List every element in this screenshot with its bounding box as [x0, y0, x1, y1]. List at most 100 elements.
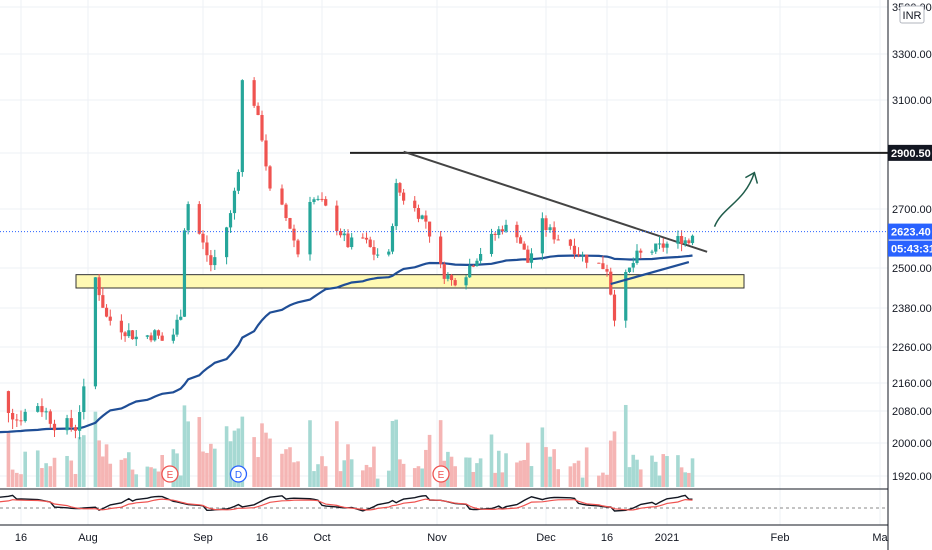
candle	[449, 273, 454, 286]
volume-bar	[308, 420, 312, 487]
resistance-price-tag: 2900.50	[888, 144, 932, 161]
candle	[420, 214, 424, 220]
volume-bar	[493, 472, 497, 487]
candle	[453, 278, 457, 287]
volume-bar	[108, 463, 113, 487]
volume-bar	[398, 459, 402, 487]
volume-bar	[420, 468, 424, 487]
y-tick-label: 1920.00	[892, 471, 932, 483]
volume-bar	[252, 437, 256, 487]
volume-bars	[6, 404, 695, 487]
currency-badge[interactable]: INR	[899, 5, 925, 24]
candle	[657, 236, 662, 250]
candle	[182, 228, 187, 317]
volume-bar	[424, 449, 428, 487]
x-tick-label: Sep	[193, 532, 213, 544]
candle	[73, 424, 78, 439]
volume-bar	[338, 471, 343, 487]
candle	[149, 332, 153, 343]
volume-bar	[312, 471, 316, 487]
volume-bar	[335, 421, 339, 487]
descending-trendline[interactable]	[403, 150, 708, 253]
volume-bar	[665, 456, 669, 487]
projection-arrow[interactable]	[713, 171, 759, 227]
volume-bar	[690, 458, 695, 487]
volume-bar	[683, 472, 688, 487]
candle	[552, 221, 556, 244]
volume-bar	[453, 466, 457, 487]
volume-bar	[19, 474, 23, 487]
volume-bar	[375, 478, 380, 487]
volume-bar	[323, 466, 328, 487]
volume-bar	[467, 457, 472, 487]
volume-bar	[178, 475, 183, 487]
volume-bar	[552, 449, 556, 487]
volume-bar	[182, 405, 187, 487]
volume-bar	[522, 459, 526, 487]
candle	[6, 390, 11, 423]
candle	[268, 165, 272, 191]
volume-bar	[605, 474, 609, 487]
candle	[518, 235, 523, 244]
volume-bar	[475, 463, 479, 487]
candle	[175, 314, 179, 337]
support-zone[interactable]	[75, 274, 745, 289]
volume-bar	[240, 416, 245, 487]
candle	[609, 267, 613, 296]
y-tick-label: 3300.00	[892, 49, 932, 61]
candle	[15, 413, 19, 428]
candle	[687, 238, 691, 245]
x-tick-label: 16	[601, 532, 613, 544]
volume-bar	[679, 467, 684, 487]
candle	[500, 225, 504, 235]
volume-bar	[296, 461, 300, 487]
candle	[493, 232, 497, 241]
x-tick-label: Dec	[536, 532, 556, 544]
x-tick-label: Aug	[78, 532, 98, 544]
volume-bar	[471, 471, 476, 487]
price-tags: 2900.50 2623.40 05:43:31	[888, 144, 932, 257]
event-marker: E	[432, 465, 450, 483]
volume-bar	[540, 427, 545, 487]
volume-bar	[73, 473, 78, 487]
volume-bar	[556, 469, 560, 487]
candle	[540, 212, 544, 261]
volume-bar	[390, 420, 395, 487]
x-axis: 16 Aug Sep 16 Oct Nov Dec 16 2021 Feb Ma	[15, 532, 889, 544]
candle	[661, 238, 665, 252]
candle	[201, 230, 205, 250]
candle	[284, 202, 288, 221]
volume-bar	[69, 460, 74, 487]
candle	[427, 221, 432, 243]
candle	[522, 241, 526, 250]
volume-bar	[496, 450, 501, 487]
last-price-tag: 2623.40	[888, 223, 932, 240]
candle	[52, 419, 57, 438]
rising-trendline[interactable]	[610, 261, 690, 286]
x-tick-label: 16	[15, 532, 27, 544]
volume-bar	[10, 469, 15, 487]
volume-bar	[209, 443, 213, 487]
candle	[205, 235, 209, 262]
y-tick-label: 2160.00	[892, 378, 932, 390]
volume-bar	[386, 470, 391, 487]
y-tick-label: 2080.00	[892, 406, 932, 418]
candle	[346, 229, 350, 249]
volume-bar	[518, 460, 523, 487]
projection-arrow-head	[745, 171, 759, 184]
volume-bar	[256, 457, 260, 487]
candle	[572, 238, 577, 259]
candle	[376, 248, 380, 258]
volume-bar	[394, 419, 398, 487]
volume-bar	[264, 432, 268, 487]
candle	[368, 236, 372, 248]
volume-bar	[464, 457, 468, 487]
projection-arrow-shaft	[713, 172, 756, 227]
candle	[338, 228, 343, 238]
candle	[156, 329, 161, 339]
candle	[44, 407, 48, 420]
candle	[631, 257, 635, 273]
candle	[529, 248, 534, 269]
